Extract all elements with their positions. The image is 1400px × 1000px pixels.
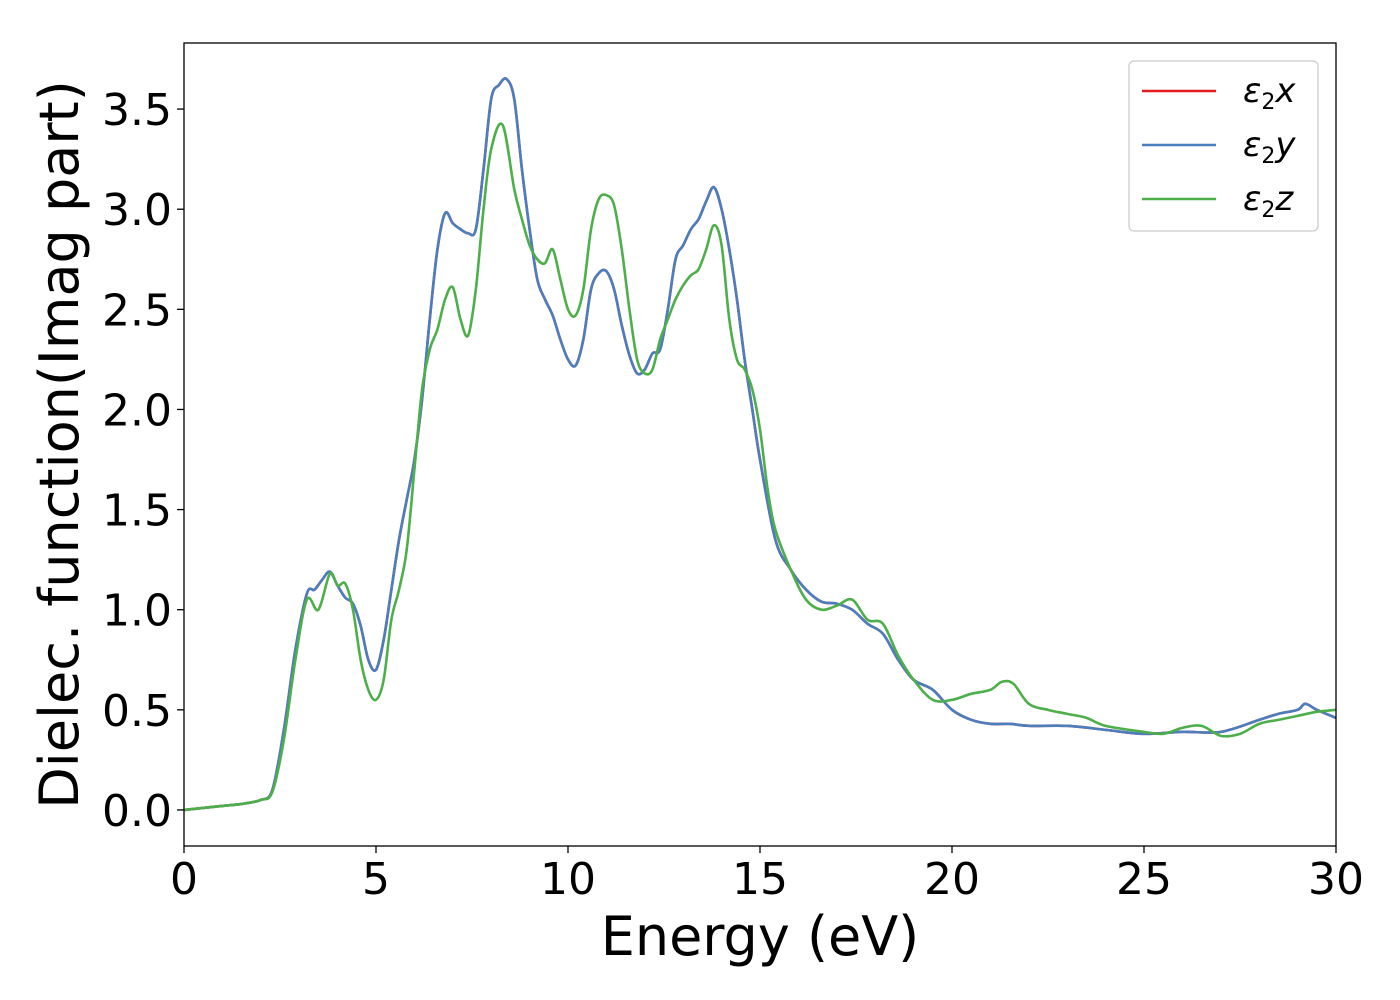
- y-tick-label: 3.0: [102, 185, 172, 236]
- y-tick-label: 3.5: [102, 85, 172, 136]
- y-axis-label: Dielec. function(Imag part): [28, 80, 91, 809]
- y-tick-label: 1.0: [102, 586, 172, 637]
- y-axis-ticks: 0.0 0.5 1.0 1.5 2.0 2.5 3.0 3.5: [102, 85, 184, 837]
- legend-box: [1128, 60, 1319, 232]
- x-tick-label: 10: [540, 854, 596, 905]
- y-tick-label: 2.5: [102, 285, 172, 336]
- y-tick-label: 2.0: [102, 385, 172, 436]
- series-line-z: [184, 122, 1336, 812]
- x-tick-label: 30: [1308, 854, 1364, 905]
- x-tick-label: 25: [1116, 854, 1172, 905]
- x-axis-label: Energy (eV): [601, 905, 920, 968]
- x-tick-label: 15: [732, 854, 788, 905]
- y-tick-label: 1.5: [102, 486, 172, 537]
- legend-items: ε2x ε2y ε2z: [1142, 71, 1296, 223]
- series-line-y: [184, 77, 1336, 812]
- legend-label-z: ε2z: [1243, 179, 1294, 223]
- legend-label-x: ε2x: [1243, 71, 1296, 115]
- series-layer: [184, 77, 1336, 812]
- x-tick-label: 20: [924, 854, 980, 905]
- x-axis-ticks: 0 5 10 15 20 25 30: [170, 846, 1364, 905]
- legend: ε2x ε2y ε2z: [1128, 60, 1319, 232]
- y-tick-label: 0.0: [102, 786, 172, 837]
- legend-label-y: ε2y: [1243, 125, 1296, 169]
- x-tick-label: 0: [170, 854, 198, 905]
- y-tick-label: 0.5: [102, 686, 172, 737]
- x-tick-label: 5: [362, 854, 390, 905]
